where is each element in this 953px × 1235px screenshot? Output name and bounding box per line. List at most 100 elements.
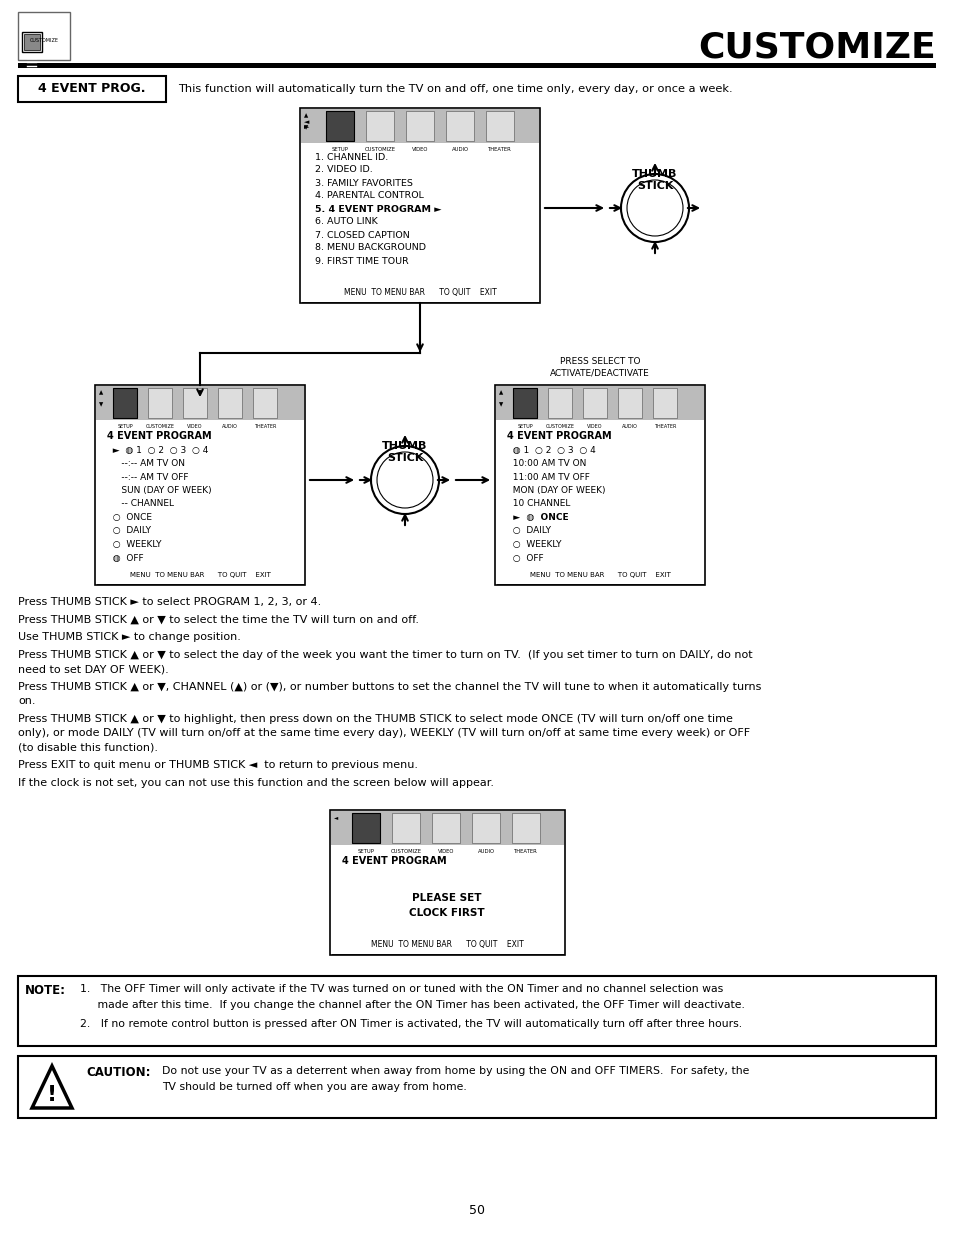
- Text: THUMB
STICK: THUMB STICK: [632, 169, 677, 190]
- Circle shape: [376, 452, 433, 508]
- Text: 8. MENU BACKGROUND: 8. MENU BACKGROUND: [314, 243, 426, 252]
- Text: Press THUMB STICK ▲ or ▼ to highlight, then press down on the THUMB STICK to sel: Press THUMB STICK ▲ or ▼ to highlight, t…: [18, 714, 732, 724]
- Text: 10:00 AM TV ON: 10:00 AM TV ON: [506, 459, 586, 468]
- Text: 7. CLOSED CAPTION: 7. CLOSED CAPTION: [314, 231, 410, 240]
- Text: --:-- AM TV OFF: --:-- AM TV OFF: [107, 473, 189, 482]
- Bar: [18, 12, 70, 61]
- Text: ▼: ▼: [304, 126, 308, 131]
- Text: 11:00 AM TV OFF: 11:00 AM TV OFF: [506, 473, 589, 482]
- Text: TV should be turned off when you are away from home.: TV should be turned off when you are awa…: [162, 1082, 466, 1092]
- Text: 9. FIRST TIME TOUR: 9. FIRST TIME TOUR: [314, 257, 408, 266]
- Text: made after this time.  If you change the channel after the ON Timer has been act: made after this time. If you change the …: [80, 1000, 744, 1010]
- Text: MENU  TO MENU BAR      TO QUIT    EXIT: MENU TO MENU BAR TO QUIT EXIT: [529, 572, 670, 578]
- Text: THEATER: THEATER: [253, 424, 276, 429]
- Text: SUN (DAY OF WEEK): SUN (DAY OF WEEK): [107, 487, 212, 495]
- Text: CUSTOMIZE: CUSTOMIZE: [364, 147, 395, 152]
- Bar: [18, 1056, 935, 1118]
- Text: MENU  TO MENU BAR      TO QUIT    EXIT: MENU TO MENU BAR TO QUIT EXIT: [130, 572, 270, 578]
- Text: CUSTOMIZE: CUSTOMIZE: [30, 37, 58, 42]
- Text: VIDEO: VIDEO: [587, 424, 602, 429]
- Circle shape: [620, 174, 688, 242]
- Bar: [112, 388, 137, 417]
- Text: ▲: ▲: [99, 390, 103, 395]
- Bar: [472, 813, 499, 844]
- Text: ○  WEEKLY: ○ WEEKLY: [107, 540, 161, 550]
- Text: CUSTOMIZE: CUSTOMIZE: [545, 424, 574, 429]
- Text: VIDEO: VIDEO: [187, 424, 203, 429]
- Text: -- CHANNEL: -- CHANNEL: [107, 499, 173, 509]
- Text: ◍  OFF: ◍ OFF: [107, 553, 144, 562]
- Text: MENU  TO MENU BAR      TO QUIT    EXIT: MENU TO MENU BAR TO QUIT EXIT: [370, 941, 523, 950]
- Bar: [446, 111, 474, 141]
- Bar: [96, 387, 304, 420]
- Text: MON (DAY OF WEEK): MON (DAY OF WEEK): [506, 487, 605, 495]
- Bar: [330, 810, 564, 955]
- Text: AUDIO: AUDIO: [451, 147, 468, 152]
- Bar: [582, 388, 606, 417]
- Bar: [95, 385, 305, 585]
- Text: --:-- AM TV ON: --:-- AM TV ON: [107, 459, 185, 468]
- Text: CUSTOMIZE: CUSTOMIZE: [698, 31, 935, 65]
- Bar: [513, 388, 537, 417]
- Bar: [326, 111, 354, 141]
- Text: PRESS SELECT TO: PRESS SELECT TO: [559, 357, 639, 366]
- Text: need to set DAY OF WEEK).: need to set DAY OF WEEK).: [18, 664, 169, 674]
- Text: 2. VIDEO ID.: 2. VIDEO ID.: [314, 165, 373, 174]
- Bar: [392, 813, 419, 844]
- Text: ◄
►: ◄ ►: [304, 120, 310, 131]
- Text: Press EXIT to quit menu or THUMB STICK ◄  to return to previous menu.: Press EXIT to quit menu or THUMB STICK ◄…: [18, 760, 417, 769]
- Text: ►  ◍  ONCE: ► ◍ ONCE: [506, 513, 568, 522]
- Text: ○  ONCE: ○ ONCE: [107, 513, 152, 522]
- Text: CUSTOMIZE: CUSTOMIZE: [146, 424, 174, 429]
- Bar: [495, 385, 704, 585]
- Bar: [432, 813, 459, 844]
- Text: Press THUMB STICK ▲ or ▼, CHANNEL (▲) or (▼), or number buttons to set the chann: Press THUMB STICK ▲ or ▼, CHANNEL (▲) or…: [18, 682, 760, 692]
- Text: Press THUMB STICK ▲ or ▼ to select the time the TV will turn on and off.: Press THUMB STICK ▲ or ▼ to select the t…: [18, 615, 418, 625]
- Text: AUDIO: AUDIO: [621, 424, 638, 429]
- Text: 5. 4 EVENT PROGRAM ►: 5. 4 EVENT PROGRAM ►: [314, 205, 441, 214]
- Text: Press THUMB STICK ► to select PROGRAM 1, 2, 3, or 4.: Press THUMB STICK ► to select PROGRAM 1,…: [18, 597, 321, 606]
- Text: on.: on.: [18, 697, 35, 706]
- Text: ○  DAILY: ○ DAILY: [107, 526, 151, 536]
- Text: ▲: ▲: [304, 114, 308, 119]
- Polygon shape: [32, 1066, 71, 1108]
- Text: CLOCK FIRST: CLOCK FIRST: [409, 908, 484, 918]
- Text: CAUTION:: CAUTION:: [86, 1066, 151, 1079]
- Bar: [331, 811, 563, 845]
- Text: 4 EVENT PROGRAM: 4 EVENT PROGRAM: [506, 431, 611, 441]
- Text: ○  WEEKLY: ○ WEEKLY: [506, 540, 561, 550]
- Text: SETUP: SETUP: [117, 424, 132, 429]
- Bar: [183, 388, 207, 417]
- Bar: [496, 387, 703, 420]
- Text: AUDIO: AUDIO: [477, 848, 494, 853]
- Text: ◍ 1  ○ 2  ○ 3  ○ 4: ◍ 1 ○ 2 ○ 3 ○ 4: [506, 446, 595, 454]
- Bar: [618, 388, 641, 417]
- Text: AUDIO: AUDIO: [222, 424, 237, 429]
- Bar: [18, 976, 935, 1046]
- Bar: [406, 111, 434, 141]
- Text: VIDEO: VIDEO: [437, 848, 454, 853]
- Bar: [112, 388, 137, 417]
- Text: THEATER: THEATER: [514, 848, 537, 853]
- Text: ▼: ▼: [498, 403, 502, 408]
- Text: VIDEO: VIDEO: [412, 147, 428, 152]
- Text: SETUP: SETUP: [332, 147, 348, 152]
- Bar: [218, 388, 242, 417]
- Text: ○  DAILY: ○ DAILY: [506, 526, 551, 536]
- Text: !: !: [47, 1086, 57, 1105]
- Text: 2.   If no remote control button is pressed after ON Timer is activated, the TV : 2. If no remote control button is presse…: [80, 1019, 741, 1029]
- Text: ▼: ▼: [99, 403, 103, 408]
- Bar: [253, 388, 276, 417]
- Text: SETUP: SETUP: [517, 424, 533, 429]
- Text: 50: 50: [469, 1203, 484, 1216]
- Text: MENU  TO MENU BAR      TO QUIT    EXIT: MENU TO MENU BAR TO QUIT EXIT: [343, 289, 496, 298]
- Text: PLEASE SET: PLEASE SET: [412, 893, 481, 903]
- Text: ○  OFF: ○ OFF: [506, 553, 543, 562]
- Bar: [485, 111, 514, 141]
- Text: 10 CHANNEL: 10 CHANNEL: [506, 499, 570, 509]
- Bar: [512, 813, 539, 844]
- Bar: [547, 388, 572, 417]
- Text: THUMB
STICK: THUMB STICK: [382, 441, 427, 463]
- Text: ►  ◍ 1  ○ 2  ○ 3  ○ 4: ► ◍ 1 ○ 2 ○ 3 ○ 4: [107, 446, 208, 454]
- Bar: [513, 388, 537, 417]
